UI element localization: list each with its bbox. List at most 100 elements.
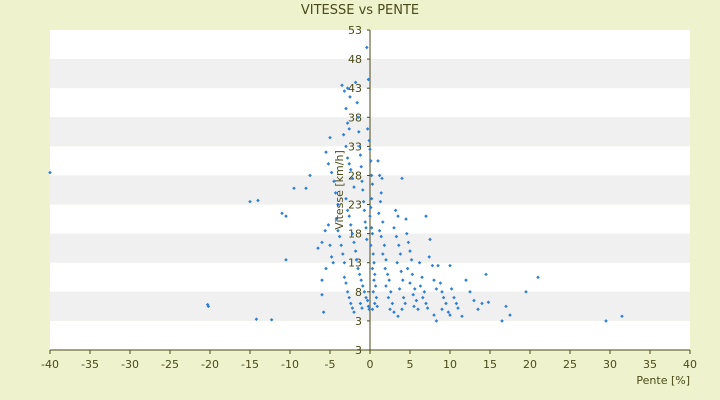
data-point <box>248 199 252 204</box>
data-point <box>284 258 288 262</box>
data-point <box>356 266 360 271</box>
data-point <box>357 130 361 134</box>
data-point <box>449 287 454 291</box>
data-point <box>329 170 334 175</box>
data-point <box>372 260 376 265</box>
data-point <box>342 275 347 280</box>
data-point <box>412 304 416 309</box>
data-point <box>371 252 375 256</box>
data-point <box>401 278 405 282</box>
data-point <box>331 260 335 265</box>
data-point <box>364 295 368 300</box>
data-point <box>332 179 336 184</box>
data-point <box>397 243 401 248</box>
data-point <box>472 298 476 303</box>
y-axis: 338131823283338434853 <box>348 24 371 357</box>
x-tick-label: 0 <box>367 358 374 371</box>
data-point <box>321 310 326 314</box>
data-point <box>381 252 385 256</box>
data-point <box>339 243 343 248</box>
data-point <box>369 196 374 201</box>
data-point <box>405 231 409 236</box>
data-point <box>384 258 388 262</box>
y-tick-label: 8 <box>355 286 362 299</box>
data-point <box>421 295 425 300</box>
data-point <box>536 275 540 280</box>
data-point <box>359 278 363 282</box>
data-point <box>324 266 328 271</box>
data-point <box>394 234 399 239</box>
data-point <box>440 307 444 312</box>
data-point <box>349 167 353 172</box>
data-point <box>326 162 331 166</box>
data-point <box>357 144 362 149</box>
data-point <box>341 252 345 256</box>
data-point <box>284 214 288 218</box>
data-point <box>380 176 384 181</box>
data-point <box>373 272 377 277</box>
data-point <box>329 255 334 259</box>
data-point <box>448 263 452 268</box>
data-point <box>350 306 355 310</box>
data-point <box>377 173 382 178</box>
data-point <box>397 287 402 291</box>
data-point <box>434 319 439 323</box>
data-point <box>432 278 436 282</box>
data-point <box>357 272 362 277</box>
data-point <box>349 301 353 306</box>
data-point <box>280 211 284 216</box>
data-points <box>48 45 624 323</box>
data-point <box>377 228 382 233</box>
x-tick-label: -40 <box>41 358 59 371</box>
x-tick-label: -20 <box>201 358 219 371</box>
data-point <box>345 290 350 294</box>
data-point <box>484 272 488 277</box>
data-point <box>434 287 439 291</box>
data-point <box>438 281 443 285</box>
x-tick-label: -10 <box>281 358 299 371</box>
data-point <box>370 307 375 312</box>
y-tick-label: 18 <box>348 228 362 241</box>
data-point <box>360 179 364 184</box>
data-point <box>420 275 424 280</box>
data-point <box>341 132 346 137</box>
data-point <box>336 202 340 207</box>
data-point <box>440 290 444 294</box>
data-point <box>356 115 360 120</box>
data-point <box>316 246 320 250</box>
data-point <box>350 231 355 236</box>
data-point <box>320 278 324 282</box>
data-point <box>353 80 358 85</box>
data-point <box>414 298 419 303</box>
data-point <box>396 214 400 218</box>
data-point <box>386 295 391 300</box>
y-tick-label: 3 <box>355 315 362 328</box>
data-point <box>480 301 484 306</box>
data-point <box>352 240 356 245</box>
x-axis: -40 -35 -30 -25 -20 -15 -10 -5 0 5 10 15 20 25 30 35 40 <box>41 349 697 371</box>
data-point <box>328 243 332 248</box>
data-point <box>390 301 395 306</box>
data-point <box>476 307 480 312</box>
x-tick-label: 35 <box>643 358 657 371</box>
y-tick-label: 13 <box>348 257 362 270</box>
y-tick-label: 53 <box>348 24 362 37</box>
data-point <box>486 300 491 305</box>
data-point <box>430 263 435 268</box>
data-point <box>379 191 383 195</box>
data-point <box>364 226 368 230</box>
data-point <box>410 272 415 277</box>
data-point <box>418 284 423 288</box>
data-point <box>427 255 431 259</box>
y-tick-label: 33 <box>348 140 362 153</box>
data-point <box>367 307 371 312</box>
data-point <box>345 156 350 160</box>
data-point <box>336 228 340 233</box>
data-point <box>342 260 347 265</box>
x-tick-label: -5 <box>325 358 336 371</box>
data-point <box>375 304 379 309</box>
data-point <box>206 304 211 309</box>
data-point <box>392 310 396 314</box>
data-point <box>411 292 415 297</box>
x-tick-label: 15 <box>483 358 497 371</box>
